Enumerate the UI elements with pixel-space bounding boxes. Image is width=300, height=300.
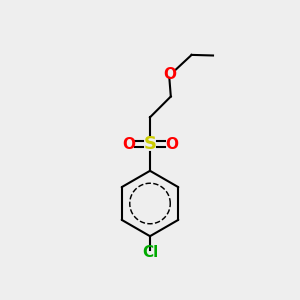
Text: O: O — [165, 136, 178, 152]
Text: S: S — [143, 135, 157, 153]
Text: O: O — [122, 136, 135, 152]
Text: Cl: Cl — [142, 245, 158, 260]
Text: O: O — [163, 67, 176, 82]
